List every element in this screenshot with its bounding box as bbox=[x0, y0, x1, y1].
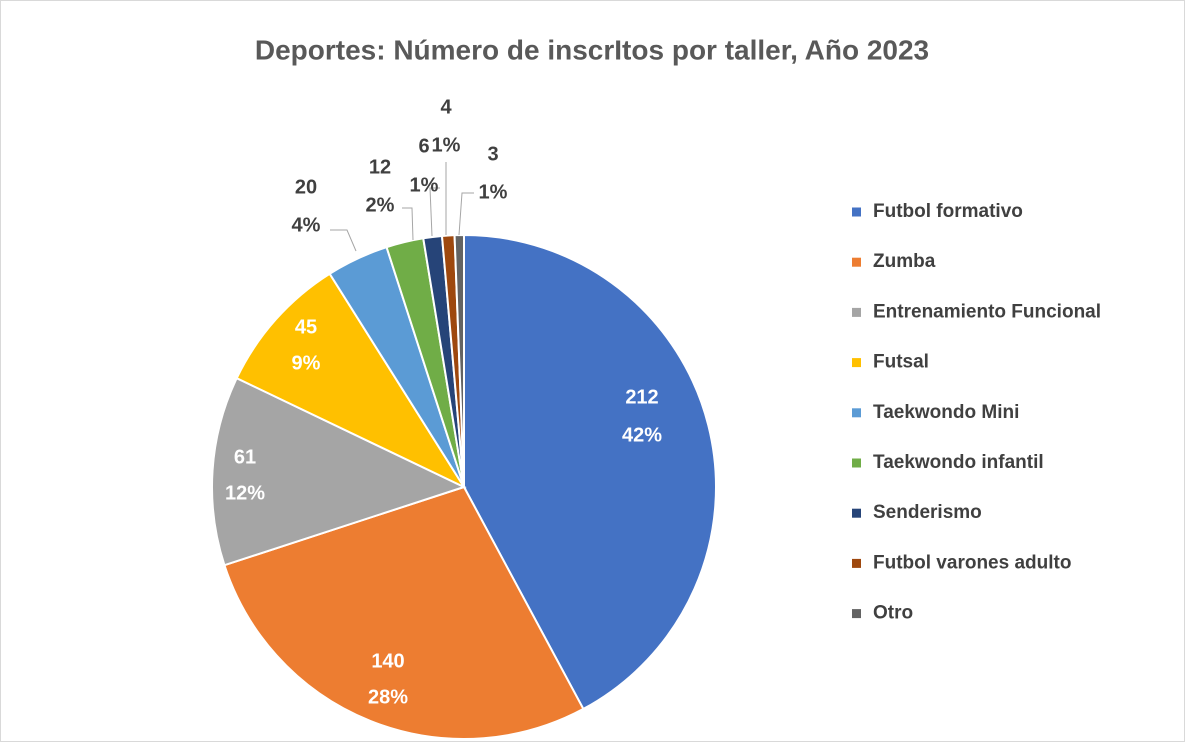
pie-slice bbox=[463, 233, 717, 711]
percent-label: 1% bbox=[410, 174, 439, 196]
data-label: 45 bbox=[295, 316, 317, 338]
legend-swatch bbox=[852, 508, 861, 518]
data-label: 61 bbox=[234, 446, 256, 468]
legend-label: Zumba bbox=[873, 251, 936, 272]
legend-label: Futsal bbox=[873, 352, 929, 373]
data-label: 140 bbox=[371, 650, 404, 672]
data-label: 20 bbox=[295, 176, 317, 198]
legend-swatch bbox=[852, 458, 861, 468]
legend-swatch bbox=[852, 257, 861, 267]
pie-slice bbox=[453, 233, 465, 488]
leader-line bbox=[429, 187, 440, 237]
data-label: 212 bbox=[625, 386, 658, 408]
percent-label: 4% bbox=[292, 214, 321, 236]
percent-label: 28% bbox=[368, 686, 408, 708]
data-label: 12 bbox=[369, 156, 391, 178]
percent-label: 1% bbox=[432, 134, 461, 156]
legend-label: Senderismo bbox=[873, 502, 982, 523]
pie-slice bbox=[235, 272, 467, 490]
legend-swatch bbox=[852, 408, 861, 418]
percent-label: 9% bbox=[292, 352, 321, 374]
leader-line bbox=[402, 207, 414, 241]
percent-label: 1% bbox=[479, 181, 508, 203]
chart-title: Deportes: Número de inscrItos por taller… bbox=[255, 34, 929, 65]
legend-swatch bbox=[852, 558, 861, 568]
legend-label: Futbol varones adulto bbox=[873, 552, 1071, 573]
leader-line bbox=[330, 229, 357, 252]
legend-swatch bbox=[852, 207, 861, 217]
pie-slice bbox=[223, 485, 585, 740]
legend-label: Taekwondo Mini bbox=[873, 402, 1019, 423]
legend-label: Futbol formativo bbox=[873, 201, 1023, 222]
data-label: 4 bbox=[440, 96, 452, 118]
legend-swatch bbox=[852, 609, 861, 619]
pie-slice bbox=[211, 376, 467, 567]
percent-label: 2% bbox=[366, 194, 395, 216]
percent-label: 42% bbox=[622, 424, 662, 446]
percent-label: 12% bbox=[225, 482, 265, 504]
leader-line bbox=[458, 192, 474, 236]
data-label: 3 bbox=[487, 143, 498, 165]
legend-label: Entrenamiento Funcional bbox=[873, 301, 1101, 322]
data-label: 6 bbox=[418, 135, 429, 157]
legend-swatch bbox=[852, 358, 861, 368]
legend-swatch bbox=[852, 307, 861, 317]
legend-label: Otro bbox=[873, 603, 913, 624]
legend-label: Taekwondo infantil bbox=[873, 452, 1044, 473]
